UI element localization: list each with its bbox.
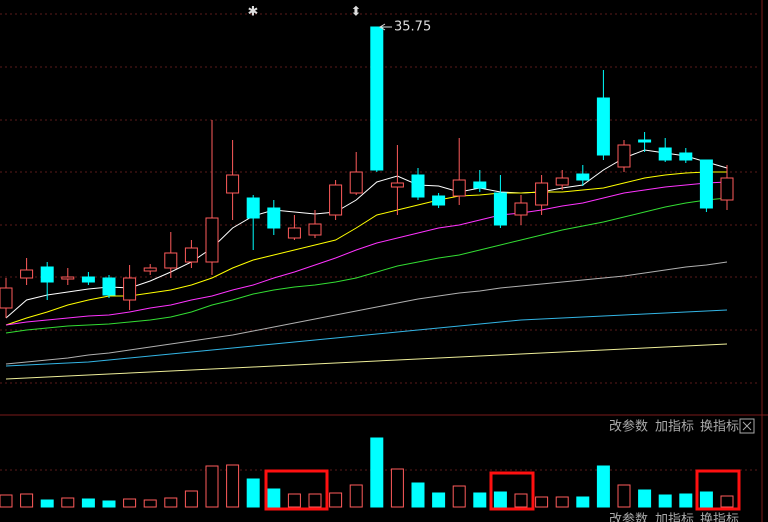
candle-body — [143, 267, 157, 272]
volume-bar — [555, 496, 569, 508]
candle-body — [246, 197, 260, 219]
toolbar-button[interactable]: 改参数 — [609, 419, 648, 435]
candle-body — [0, 287, 13, 309]
volume-bar — [411, 482, 425, 508]
indicator-toolbar: 改参数 加指标 换指标 — [609, 418, 755, 435]
toolbar-button[interactable]: 换指标 — [700, 420, 739, 435]
candle-body — [473, 181, 487, 189]
volume-bar — [596, 465, 610, 508]
moving-average-line — [5, 261, 728, 365]
volume-bar — [164, 497, 178, 508]
candle-body — [452, 179, 466, 197]
volume-bar — [658, 494, 672, 508]
annotation-arrow — [379, 23, 386, 31]
candle-body — [267, 207, 281, 229]
candle-body — [61, 276, 75, 280]
moving-average-line — [5, 197, 728, 334]
candle-body — [226, 174, 240, 194]
candle-body — [432, 195, 446, 206]
volume-bar — [246, 478, 260, 508]
volume-bar — [143, 499, 157, 508]
toolbar-button[interactable]: 加指标 — [655, 513, 694, 522]
volume-bar — [40, 499, 54, 508]
moving-average-line — [5, 309, 728, 367]
volume-bar — [123, 498, 137, 508]
candle-body — [184, 247, 198, 263]
candle-body — [493, 192, 507, 226]
volume-bar — [473, 492, 487, 508]
volume-bar — [205, 465, 219, 508]
candle-body — [40, 266, 54, 283]
candle-body — [699, 159, 713, 209]
volume-bar — [349, 484, 363, 508]
candle-body — [555, 177, 569, 186]
volume-bar — [308, 493, 322, 508]
volume-bar — [699, 491, 713, 508]
volume-bar — [535, 496, 549, 508]
close-icon — [742, 421, 752, 431]
toolbar-button[interactable]: 换指标 — [700, 513, 739, 522]
volume-bar — [370, 437, 384, 508]
highlight-box — [695, 469, 741, 511]
candle-body — [81, 276, 95, 283]
candle-body — [287, 227, 301, 239]
moving-average-line — [5, 343, 728, 380]
volume-bar — [61, 497, 75, 508]
moving-average-line — [5, 181, 728, 326]
volume-bar — [390, 468, 404, 508]
event-marker: ⬍ — [351, 5, 362, 20]
volume-bar — [267, 488, 281, 508]
volume-bar — [576, 496, 590, 508]
candle-body — [679, 152, 693, 161]
candle-body — [638, 139, 652, 143]
candle-body — [329, 184, 343, 216]
candle-body — [617, 144, 631, 168]
volume-bar — [452, 485, 466, 508]
candle-body — [535, 182, 549, 206]
candle-body — [576, 173, 590, 181]
candle-body — [370, 26, 384, 171]
indicator-toolbar: 改参数 加指标 换指标 — [609, 512, 739, 522]
candle-body — [658, 147, 672, 161]
candle-body — [308, 223, 322, 236]
high-annotation: 35.75 — [394, 20, 431, 35]
volume-bar — [638, 489, 652, 508]
candle-body — [349, 171, 363, 194]
candle-body — [20, 269, 34, 279]
candle-body — [123, 277, 137, 301]
volume-bar — [287, 493, 301, 508]
volume-bar — [184, 490, 198, 508]
candle-body — [390, 182, 404, 188]
candle-body — [720, 177, 734, 201]
candle-body — [205, 217, 219, 263]
marks — [0, 26, 734, 508]
highlight-box — [264, 469, 329, 511]
candle-body — [102, 277, 116, 296]
candle-body — [514, 202, 528, 216]
volume-bar — [617, 484, 631, 508]
volume-bar — [102, 500, 116, 508]
event-marker: ✱ — [248, 5, 259, 20]
volume-bar — [432, 492, 446, 508]
volume-bar — [0, 494, 13, 508]
candle-body — [411, 174, 425, 198]
toolbar-button[interactable]: 改参数 — [609, 512, 648, 522]
highlight-box — [489, 471, 535, 511]
volume-bar — [514, 493, 528, 508]
highlight-boxes — [264, 469, 741, 511]
close-button[interactable] — [739, 418, 755, 434]
volume-bar — [493, 491, 507, 508]
volume-bar — [720, 495, 734, 508]
toolbar-button[interactable]: 加指标 — [655, 420, 694, 435]
volume-bar — [679, 493, 693, 508]
volume-bar — [20, 493, 34, 508]
candle-body — [164, 252, 178, 269]
volume-bar — [81, 498, 95, 508]
volume-bar — [226, 464, 240, 508]
candle-body — [596, 97, 610, 156]
volume-bar — [329, 492, 343, 508]
